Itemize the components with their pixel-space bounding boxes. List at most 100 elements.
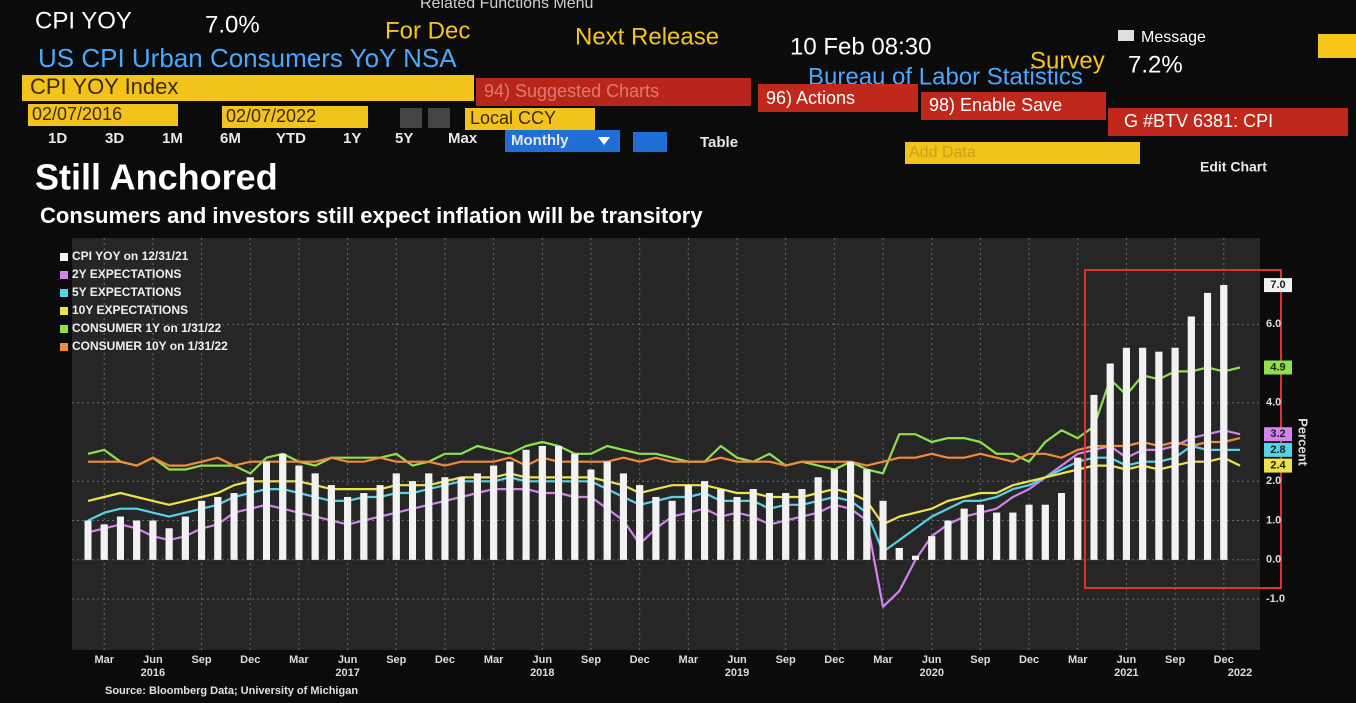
bar bbox=[262, 461, 270, 560]
x-year-label: 2016 bbox=[141, 667, 165, 679]
bar bbox=[1220, 285, 1228, 560]
range-button[interactable]: YTD bbox=[276, 130, 306, 147]
bar bbox=[214, 496, 222, 560]
x-tick-label: Sep bbox=[386, 654, 406, 666]
value-badge bbox=[1264, 278, 1292, 293]
bar bbox=[571, 453, 579, 560]
page: G #BTV 6381: CPI bbox=[1124, 111, 1273, 131]
page-field[interactable] bbox=[1108, 108, 1348, 136]
marks bbox=[84, 285, 1241, 608]
bar bbox=[1171, 347, 1179, 560]
bar bbox=[668, 500, 676, 560]
bar bbox=[246, 477, 254, 560]
bar bbox=[490, 465, 498, 560]
envelope-icon bbox=[1118, 30, 1134, 41]
legend-label: 10Y EXPECTATIONS bbox=[72, 303, 188, 317]
frequency: Monthly bbox=[511, 132, 569, 149]
message[interactable]: Message bbox=[1141, 29, 1206, 46]
x-year-label: 2018 bbox=[530, 667, 554, 679]
bar bbox=[765, 493, 773, 560]
edit-chart[interactable]: Edit Chart bbox=[1200, 159, 1267, 175]
bar bbox=[1074, 457, 1082, 560]
bar bbox=[976, 504, 984, 560]
legend: CPI YOY on 12/31/21 2Y EXPECTATIONS 5Y EXP… bbox=[60, 249, 228, 353]
plot-area bbox=[72, 238, 1260, 650]
range-button[interactable]: 3D bbox=[105, 130, 124, 147]
range-button[interactable]: 6M bbox=[220, 130, 241, 147]
source: Source: Bloomberg Data; University of Mi… bbox=[105, 685, 358, 697]
legend-swatch bbox=[60, 343, 68, 351]
period: For Dec bbox=[385, 17, 470, 44]
value-badge-label: 7.0 bbox=[1270, 279, 1285, 291]
menu[interactable]: Related Functions Menu bbox=[420, 0, 593, 12]
end-date: 02/07/2022 bbox=[226, 106, 316, 126]
x-year-label: 2022 bbox=[1228, 667, 1252, 679]
x-tick-label: Sep bbox=[776, 654, 796, 666]
start-date-field[interactable] bbox=[28, 104, 178, 126]
frequency-field[interactable] bbox=[505, 130, 620, 152]
x-tick-label: Dec bbox=[1214, 654, 1234, 666]
bar bbox=[847, 461, 855, 560]
x-year-label: 2021 bbox=[1114, 667, 1138, 679]
bar bbox=[619, 473, 627, 560]
range-button[interactable]: 5Y bbox=[395, 130, 413, 147]
value-badge bbox=[1264, 458, 1292, 473]
bar bbox=[555, 445, 563, 560]
security-field[interactable] bbox=[22, 75, 474, 101]
x-tick-label: Jun bbox=[1117, 654, 1137, 666]
bar bbox=[133, 520, 141, 560]
y-tick-label: -1.0 bbox=[1266, 593, 1285, 605]
y-tick-label: 1.0 bbox=[1266, 514, 1281, 526]
next-button[interactable] bbox=[428, 108, 450, 128]
x-year-label: 2019 bbox=[725, 667, 749, 679]
add-data-field[interactable] bbox=[905, 142, 1140, 164]
help-button[interactable] bbox=[1318, 34, 1356, 58]
bar bbox=[895, 547, 903, 560]
chart-title: Still Anchored bbox=[35, 157, 278, 198]
range-button[interactable]: 1M bbox=[162, 130, 183, 147]
bar bbox=[392, 473, 400, 560]
table[interactable]: Table bbox=[700, 134, 738, 151]
prev-button[interactable] bbox=[400, 108, 422, 128]
x-tick-label: Jun bbox=[727, 654, 747, 666]
dropdown-icon bbox=[598, 137, 610, 145]
bar bbox=[1139, 347, 1147, 560]
currency-field[interactable] bbox=[465, 108, 595, 130]
x-tick-label: Mar bbox=[679, 654, 699, 666]
save-button[interactable] bbox=[921, 92, 1106, 120]
bar bbox=[295, 465, 303, 560]
bar bbox=[116, 516, 124, 560]
bar bbox=[684, 485, 692, 560]
value-badge bbox=[1264, 360, 1292, 375]
bar bbox=[1009, 512, 1017, 560]
x-tick-label: Jun bbox=[338, 654, 358, 666]
chart-type-button[interactable] bbox=[633, 132, 667, 152]
bar bbox=[1187, 316, 1195, 560]
end-date-field[interactable] bbox=[222, 106, 368, 128]
actions: 96) Actions bbox=[766, 88, 855, 108]
bar bbox=[911, 555, 919, 560]
x-tick-label: Jun bbox=[922, 654, 942, 666]
suggested-button[interactable] bbox=[476, 78, 751, 106]
bar bbox=[717, 489, 725, 560]
value-badge-label: 4.9 bbox=[1270, 361, 1285, 373]
range-button[interactable]: 1Y bbox=[343, 130, 361, 147]
x-tick-label: Jun bbox=[143, 654, 163, 666]
value-badge bbox=[1264, 442, 1292, 457]
last-value: 7.0% bbox=[205, 11, 260, 38]
ticker: CPI YOY bbox=[35, 7, 132, 34]
actions-button[interactable] bbox=[758, 84, 918, 112]
bar bbox=[814, 477, 822, 560]
range-button[interactable]: 1D bbox=[48, 130, 67, 147]
suggested: 94) Suggested Charts bbox=[484, 81, 659, 101]
value-badge bbox=[1264, 427, 1292, 442]
bar bbox=[376, 485, 384, 560]
legend-swatch bbox=[60, 289, 68, 297]
legend-label: 2Y EXPECTATIONS bbox=[72, 267, 181, 281]
range-button[interactable]: Max bbox=[448, 130, 478, 147]
y-tick-label: 4.0 bbox=[1266, 397, 1281, 409]
x-tick-label: Sep bbox=[1165, 654, 1185, 666]
bar bbox=[279, 453, 287, 560]
legend-label: CONSUMER 10Y on 1/31/22 bbox=[72, 339, 228, 353]
bar bbox=[84, 520, 92, 560]
